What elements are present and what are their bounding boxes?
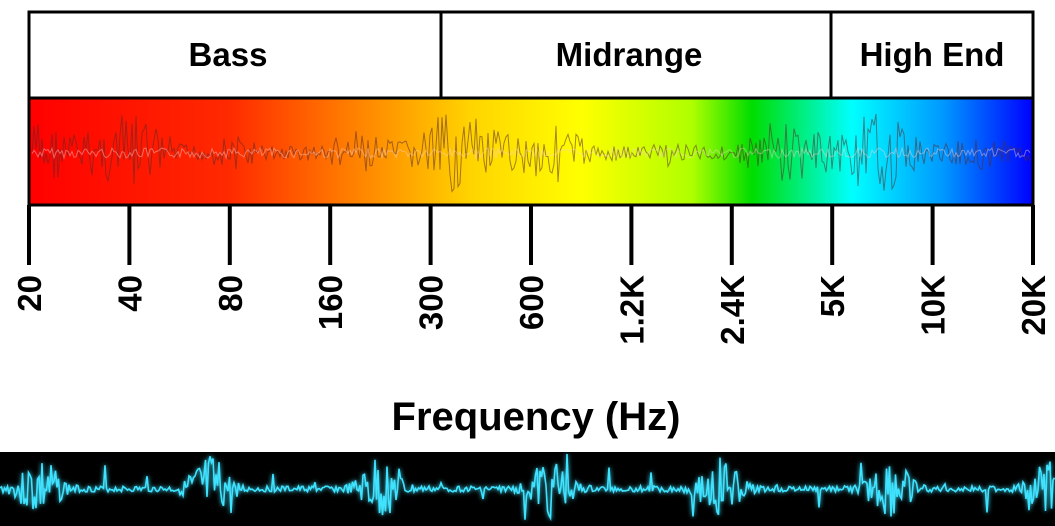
spectrum-noise-highlight	[31, 146, 1031, 160]
tick-label-10k: 10K	[915, 275, 952, 336]
band-header-frame	[27, 10, 1035, 100]
spectrum-gradient	[29, 98, 1033, 205]
waveform-strip	[0, 452, 1055, 526]
tick-label-20k: 20K	[1015, 275, 1052, 336]
tick-label-160: 160	[312, 275, 349, 330]
tick-label-5k: 5K	[814, 275, 851, 317]
tick-label-300: 300	[413, 275, 450, 330]
tick-label-600: 600	[513, 275, 550, 330]
spectrum-bar	[27, 96, 1035, 207]
waveform-signal	[0, 453, 1055, 522]
band-label-high-end: High End	[860, 36, 1005, 73]
band-header: Bass Midrange High End	[27, 10, 1035, 100]
axis-title: Frequency (Hz)	[392, 395, 681, 439]
spectrum-noise-waveform	[31, 113, 1031, 193]
tick-label-80: 80	[212, 275, 249, 312]
band-label-bass: Bass	[189, 36, 268, 73]
frequency-axis: 20 40 80 160 300 600 1.2K 2.4K 5K 10K 20K	[11, 205, 1052, 345]
tick-label-2-4k: 2.4K	[714, 275, 751, 345]
tick-label-20: 20	[11, 275, 48, 312]
band-label-midrange: Midrange	[556, 36, 703, 73]
tick-label-40: 40	[111, 275, 148, 312]
tick-label-1-2k: 1.2K	[613, 275, 650, 345]
